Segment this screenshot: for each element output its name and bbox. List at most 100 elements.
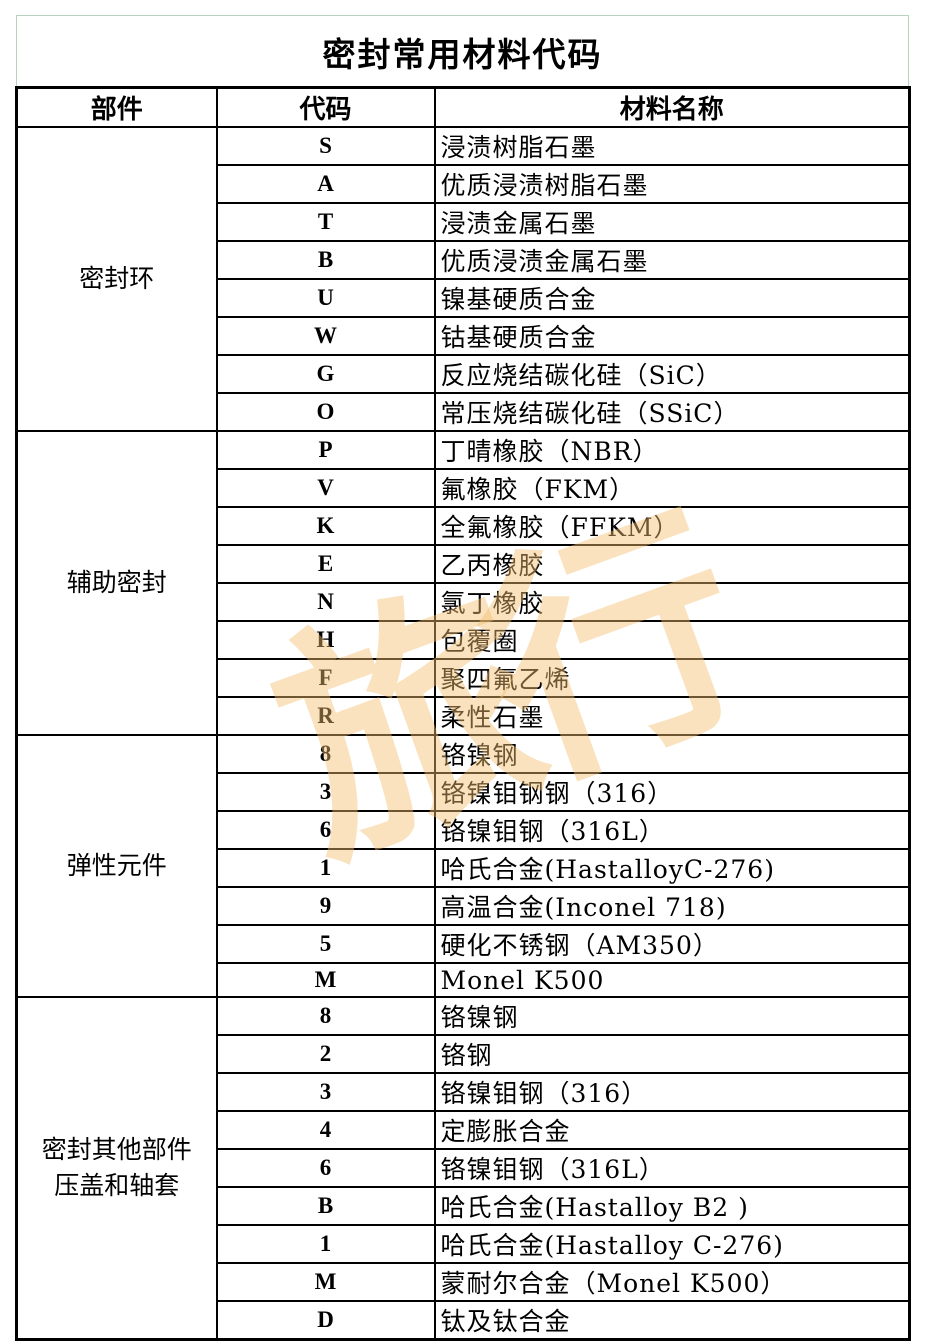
- material-name-cell: Monel K500: [433, 962, 911, 998]
- code-cell: 8: [215, 734, 436, 774]
- table-row: N 氯丁橡胶: [17, 582, 911, 622]
- part-cell: 辅助密封: [15, 430, 218, 736]
- material-name-cell: 聚四氟乙烯: [433, 658, 911, 698]
- material-name-cell: 高温合金(Inconel 718): [433, 886, 911, 926]
- table-row: 6 铬镍钼钢（316L）: [17, 1148, 911, 1188]
- code-cell: 5: [215, 924, 436, 964]
- table-row: 1 哈氏合金(HastalloyC-276): [17, 848, 911, 888]
- table-row: M Monel K500: [17, 962, 911, 998]
- material-name-cell: 铬镍钼钢钢（316）: [433, 772, 911, 812]
- code-cell: G: [215, 354, 436, 394]
- material-name-cell: 包覆圈: [433, 620, 911, 660]
- code-cell: H: [215, 620, 436, 660]
- table-row: 9 高温合金(Inconel 718): [17, 886, 911, 926]
- material-name-cell: 铬镍钢: [433, 996, 911, 1036]
- code-cell: 2: [215, 1034, 436, 1074]
- table-row: B 哈氏合金(Hastalloy B2 ): [17, 1186, 911, 1226]
- code-cell: R: [215, 696, 436, 736]
- table-row: 辅助密封 P 丁晴橡胶（NBR）: [15, 430, 911, 736]
- material-name-cell: 全氟橡胶（FFKM）: [433, 506, 911, 546]
- table-row: 1 哈氏合金(Hastalloy C-276): [17, 1224, 911, 1264]
- material-name-cell: 硬化不锈钢（AM350）: [433, 924, 911, 964]
- code-cell: 1: [215, 848, 436, 888]
- material-name-cell: 氟橡胶（FKM）: [433, 468, 911, 508]
- part-cell: 密封其他部件 压盖和轴套: [15, 996, 218, 1341]
- material-name-cell: 哈氏合金(HastalloyC-276): [433, 848, 911, 888]
- code-cell: O: [215, 392, 436, 432]
- table-row: U 镍基硬质合金: [17, 278, 911, 318]
- material-name-cell: 常压烧结碳化硅（SSiC）: [433, 392, 911, 432]
- material-name-cell: 哈氏合金(Hastalloy B2 ): [433, 1186, 911, 1226]
- code-cell: B: [215, 240, 436, 280]
- header-part: 部件: [15, 86, 218, 128]
- part-cell: 弹性元件: [15, 734, 218, 998]
- table-row: E 乙丙橡胶: [17, 544, 911, 584]
- material-name-cell: 钛及钛合金: [433, 1300, 911, 1341]
- material-name-cell: 哈氏合金(Hastalloy C-276): [433, 1224, 911, 1264]
- code-cell: M: [215, 962, 436, 998]
- material-name-cell: 钴基硬质合金: [433, 316, 911, 356]
- material-name-cell: 浸渍金属石墨: [433, 202, 911, 242]
- material-name-cell: 铬镍钼钢（316）: [433, 1072, 911, 1112]
- part-cell: 密封环: [15, 126, 218, 432]
- code-cell: S: [215, 126, 436, 166]
- code-cell: 8: [215, 996, 436, 1036]
- table-row: R 柔性石墨: [17, 696, 911, 736]
- table-row: 4 定膨胀合金: [17, 1110, 911, 1150]
- code-cell: T: [215, 202, 436, 242]
- table-row: 3 铬镍钼钢（316）: [17, 1072, 911, 1112]
- table-row: F 聚四氟乙烯: [17, 658, 911, 698]
- code-cell: M: [215, 1262, 436, 1302]
- page-title: 密封常用材料代码: [322, 34, 603, 74]
- code-cell: 9: [215, 886, 436, 926]
- material-name-cell: 定膨胀合金: [433, 1110, 911, 1150]
- table-row: O 常压烧结碳化硅（SSiC）: [17, 392, 911, 432]
- material-name-cell: 镍基硬质合金: [433, 278, 911, 318]
- code-cell: 4: [215, 1110, 436, 1150]
- table-row: V 氟橡胶（FKM）: [17, 468, 911, 508]
- material-name-cell: 反应烧结碳化硅（SiC）: [433, 354, 911, 394]
- material-name-cell: 铬镍钼钢（316L）: [433, 810, 911, 850]
- code-cell: 6: [215, 810, 436, 850]
- material-name-cell: 铬镍钼钢（316L）: [433, 1148, 911, 1188]
- table-row: B 优质浸渍金属石墨: [17, 240, 911, 280]
- material-name-cell: 氯丁橡胶: [433, 582, 911, 622]
- table-row: 密封环 S 浸渍树脂石墨: [15, 126, 911, 432]
- table-row: K 全氟橡胶（FFKM）: [17, 506, 911, 546]
- table-row: H 包覆圈: [17, 620, 911, 660]
- table-row: 5 硬化不锈钢（AM350）: [17, 924, 911, 964]
- table-body: 密封环 S 浸渍树脂石墨 A 优质浸渍树脂石墨 T 浸渍金属石墨 B 优质浸渍金属石墨 U 镍基硬质…: [15, 126, 911, 1341]
- table-row: 密封其他部件 压盖和轴套 8 铬镍钢: [15, 996, 911, 1341]
- material-name-cell: 丁晴橡胶（NBR）: [433, 430, 911, 470]
- code-cell: V: [215, 468, 436, 508]
- material-name-cell: 蒙耐尔合金（Monel K500）: [433, 1262, 911, 1302]
- material-name-cell: 浸渍树脂石墨: [433, 126, 911, 166]
- material-name-cell: 铬镍钢: [433, 734, 911, 774]
- table-row: 3 铬镍钼钢钢（316）: [17, 772, 911, 812]
- table-row: 弹性元件 8 铬镍钢: [15, 734, 911, 998]
- table-row: T 浸渍金属石墨: [17, 202, 911, 242]
- table-row: A 优质浸渍树脂石墨: [17, 164, 911, 204]
- code-cell: K: [215, 506, 436, 546]
- table-row: 2 铬钢: [17, 1034, 911, 1074]
- header-name: 材料名称: [433, 86, 911, 128]
- material-name-cell: 柔性石墨: [433, 696, 911, 736]
- material-name-cell: 优质浸渍树脂石墨: [433, 164, 911, 204]
- code-cell: U: [215, 278, 436, 318]
- header-code: 代码: [215, 86, 436, 128]
- code-cell: P: [215, 430, 436, 470]
- code-cell: D: [215, 1300, 436, 1341]
- code-cell: B: [215, 1186, 436, 1226]
- table-row: G 反应烧结碳化硅（SiC）: [17, 354, 911, 394]
- header-row: 部件 代码 材料名称: [15, 86, 911, 128]
- code-cell: A: [215, 164, 436, 204]
- material-name-cell: 优质浸渍金属石墨: [433, 240, 911, 280]
- code-cell: E: [215, 544, 436, 584]
- material-name-cell: 乙丙橡胶: [433, 544, 911, 584]
- table-row: W 钴基硬质合金: [17, 316, 911, 356]
- code-cell: W: [215, 316, 436, 356]
- code-cell: 1: [215, 1224, 436, 1264]
- table-row: 6 铬镍钼钢（316L）: [17, 810, 911, 850]
- code-cell: 3: [215, 1072, 436, 1112]
- code-cell: 6: [215, 1148, 436, 1188]
